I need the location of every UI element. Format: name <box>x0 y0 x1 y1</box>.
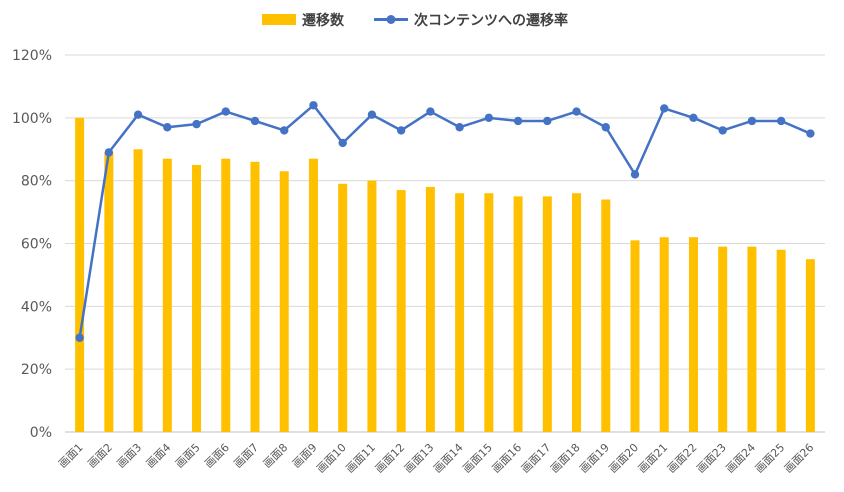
bar <box>279 171 289 432</box>
x-tick-label: 画面23 <box>694 441 729 476</box>
y-tick-label: 60% <box>21 237 52 253</box>
bar <box>396 190 406 432</box>
line-point <box>280 126 289 135</box>
y-tick-label: 100% <box>12 111 52 127</box>
bar <box>162 158 172 433</box>
line-point <box>221 107 230 116</box>
x-tick-label: 画面7 <box>231 441 261 471</box>
y-tick-label: 20% <box>21 362 52 378</box>
x-tick-label: 画面15 <box>460 441 495 476</box>
x-tick-label: 画面3 <box>114 441 144 471</box>
line-point <box>396 126 406 135</box>
line-point <box>718 126 727 135</box>
line-point <box>75 333 84 342</box>
line-point <box>806 129 815 138</box>
line-point <box>513 116 523 126</box>
x-tick-label: 画面6 <box>202 441 232 471</box>
y-tick-label: 120% <box>12 48 52 64</box>
line-path <box>78 104 811 338</box>
bar <box>688 237 698 432</box>
x-tick-label: 画面21 <box>636 441 671 476</box>
line-point <box>309 101 318 110</box>
line-point <box>572 107 581 116</box>
bar <box>104 152 114 432</box>
x-tick-label: 画面19 <box>577 441 612 476</box>
legend-line-label: 次コンテンツへの遷移率 <box>414 12 568 29</box>
x-tick-label: 画面5 <box>173 441 203 471</box>
line-point <box>630 170 640 179</box>
bar <box>455 193 465 432</box>
x-axis: 画面1 画面2 画面3 画面4 画面5 画面6 画面7 画面8 画面9画面10画面11画面12画… <box>56 441 816 476</box>
bar <box>601 199 611 432</box>
line-point <box>543 116 552 126</box>
x-tick-label: 画面20 <box>606 441 641 476</box>
line-point <box>192 119 201 129</box>
x-tick-label: 画面25 <box>753 441 788 476</box>
bar <box>367 180 377 432</box>
x-tick-label: 画面10 <box>314 441 349 476</box>
bar <box>192 164 202 433</box>
line-point <box>484 113 494 123</box>
bar <box>776 249 786 432</box>
line-point <box>660 104 669 113</box>
legend-line-marker <box>386 15 396 24</box>
bar <box>425 186 435 432</box>
line-point <box>104 148 114 157</box>
line-series <box>75 101 815 342</box>
bar <box>221 158 231 433</box>
line-point <box>426 107 435 116</box>
y-axis: 0% 20% 40% 60% 80% 100% 120% <box>12 48 52 441</box>
line-point <box>776 116 786 126</box>
line-point <box>133 110 143 119</box>
legend-bar-label: 遷移数 <box>302 12 345 29</box>
bar <box>718 246 728 432</box>
x-tick-label: 画面2 <box>85 441 115 471</box>
y-tick-label: 80% <box>21 174 52 190</box>
bar <box>572 193 582 432</box>
x-tick-label: 画面1 <box>56 441 86 471</box>
line-point <box>367 110 377 119</box>
x-tick-label: 画面11 <box>343 441 378 476</box>
line-point <box>163 123 172 132</box>
line-point <box>455 123 464 132</box>
x-tick-label: 画面14 <box>431 441 466 476</box>
line-point <box>338 138 347 148</box>
line-point <box>689 113 698 123</box>
y-tick-label: 40% <box>21 299 52 315</box>
x-tick-label: 画面4 <box>144 441 174 471</box>
x-tick-label: 画面17 <box>519 441 554 476</box>
bar <box>75 117 85 432</box>
bar <box>659 237 669 432</box>
bar <box>747 246 757 432</box>
x-tick-label: 画面22 <box>665 441 700 476</box>
legend: 遷移数 次コンテンツへの遷移率 <box>262 12 568 29</box>
gridlines <box>65 54 825 433</box>
x-tick-label: 画面12 <box>373 441 408 476</box>
line-point <box>601 123 610 132</box>
x-tick-label: 画面8 <box>261 441 291 471</box>
legend-bar-swatch <box>262 14 296 25</box>
y-tick-label: 0% <box>30 425 52 441</box>
line-point <box>747 116 757 126</box>
bar <box>484 193 494 432</box>
bar <box>133 149 143 432</box>
x-tick-label: 画面24 <box>723 441 758 476</box>
bar <box>805 259 815 432</box>
x-tick-label: 画面16 <box>490 441 525 476</box>
line-point <box>250 116 260 126</box>
bar <box>513 196 523 432</box>
x-tick-label: 画面26 <box>782 441 817 476</box>
bar <box>308 158 318 433</box>
bar <box>338 183 348 432</box>
bar <box>542 196 552 432</box>
bar-series <box>75 117 815 433</box>
bar <box>250 161 260 433</box>
bar <box>630 240 640 432</box>
x-tick-label: 画面18 <box>548 441 583 476</box>
x-tick-label: 画面13 <box>402 441 437 476</box>
